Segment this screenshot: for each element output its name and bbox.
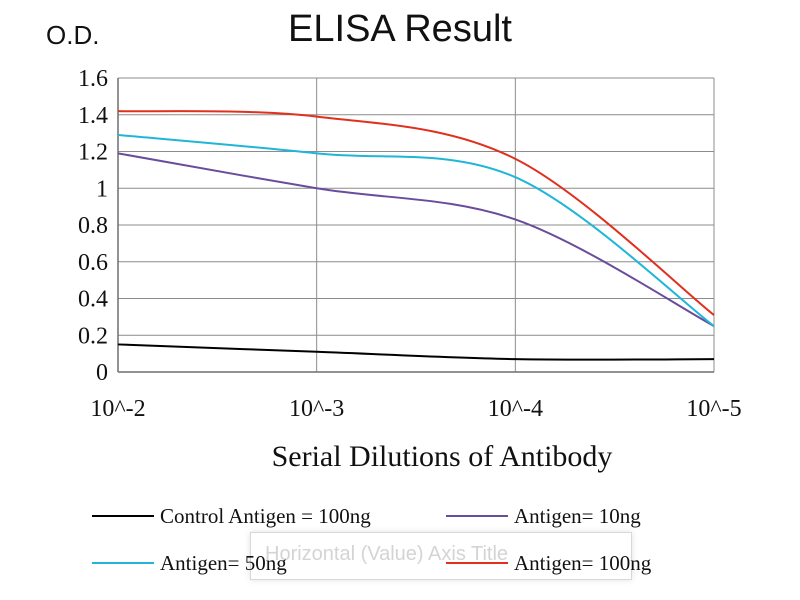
y-tick-label: 1.6	[78, 66, 108, 92]
series-line-100ng	[117, 110, 715, 316]
legend-item-100ng: Antigen= 100ng	[446, 550, 651, 576]
y-tick-label: 1.4	[78, 103, 108, 129]
y-tick-label: 1	[96, 176, 108, 202]
axis-title-placeholder-text: Horizontal (Value) Axis Title	[265, 543, 509, 565]
series-line-control	[117, 343, 715, 361]
x-tick-label: 10^-2	[90, 396, 145, 422]
x-tick-label: 10^-4	[488, 396, 543, 422]
y-tick-label: 0.4	[78, 287, 108, 313]
legend-label-control: Control Antigen = 100ng	[160, 503, 371, 528]
legend-swatch-100ng	[446, 562, 508, 564]
legend-item-50ng: Antigen= 50ng	[92, 550, 287, 576]
x-tick-label: 10^-5	[686, 396, 741, 422]
y-tick-label: 0.2	[78, 323, 108, 349]
y-axis-label: O.D.	[46, 20, 100, 50]
series-line-50ng	[117, 133, 715, 327]
x-tick-label: 10^-3	[289, 396, 344, 422]
x-axis-label: Serial Dilutions of Antibody	[271, 440, 613, 473]
y-tick-label: 0.6	[78, 250, 108, 276]
y-tick-label: 0	[96, 360, 108, 386]
y-tick-label: 0.8	[78, 213, 108, 239]
legend-swatch-10ng	[446, 515, 508, 517]
series-line-10ng	[117, 152, 715, 327]
axis-title-placeholder[interactable]: Horizontal (Value) Axis Title	[250, 532, 632, 580]
legend-label-10ng: Antigen= 10ng	[514, 503, 641, 528]
legend-label-50ng: Antigen= 50ng	[160, 550, 287, 575]
legend-label-100ng: Antigen= 100ng	[514, 550, 652, 575]
y-tick-label: 1.2	[78, 140, 108, 166]
legend-item-control: Control Antigen = 100ng	[92, 503, 371, 529]
legend-swatch-50ng	[92, 562, 154, 564]
legend-swatch-control	[92, 515, 154, 517]
chart-title: ELISA Result	[288, 8, 512, 50]
legend-item-10ng: Antigen= 10ng	[446, 503, 641, 529]
